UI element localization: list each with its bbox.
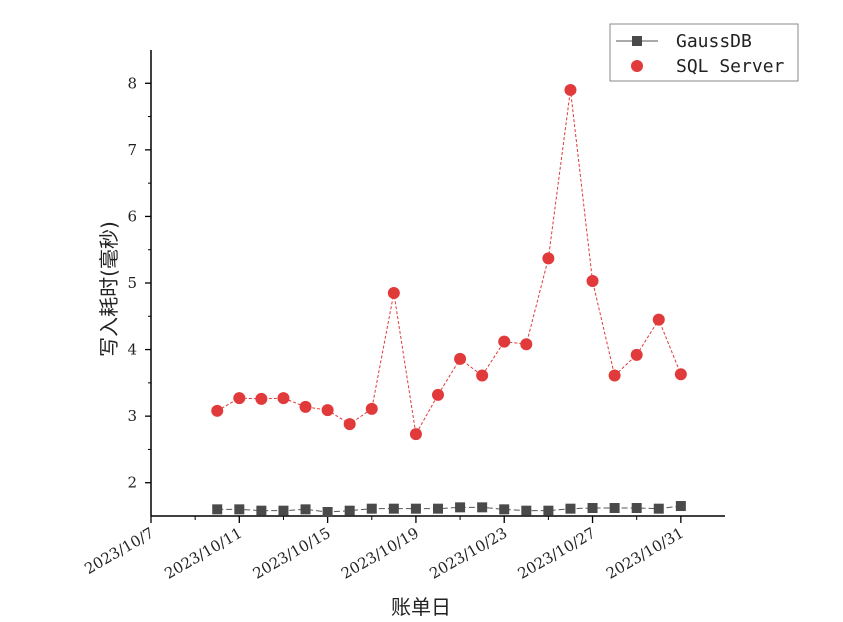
data-point [322,507,333,518]
data-point [409,428,422,441]
legend-label: SQL Server [676,56,785,77]
y-tick-label: 7 [127,141,137,159]
series-line [216,89,682,436]
data-point [300,504,311,515]
y-tick-label: 4 [127,341,137,359]
data-point [256,505,267,516]
y-tick-label: 8 [127,74,137,92]
data-point [366,503,377,514]
series-sql-server [211,83,687,441]
legend-marker [631,60,643,72]
data-point [674,368,687,381]
data-point [609,503,620,514]
data-point [432,388,444,401]
data-point [542,252,555,265]
legend-item: GaussDB [616,31,752,52]
x-tick-label: 2023/10/11 [161,524,245,583]
legend-item: SQL Server [631,56,785,77]
y-tick-label: 6 [127,207,137,225]
x-tick-label: 2023/10/7 [81,524,157,578]
data-point [498,335,511,348]
data-point [410,503,421,514]
series-line [217,505,681,513]
data-point [521,505,532,516]
data-point [587,503,598,514]
data-point [476,369,489,382]
data-point [675,501,686,512]
x-tick-label: 2023/10/27 [515,524,599,583]
data-point [543,505,554,516]
series-layer [211,83,687,518]
data-point [631,503,642,514]
y-tick-label: 5 [127,274,137,292]
legend-marker [632,36,642,46]
data-point [653,503,664,514]
x-tick-label: 2023/10/19 [338,524,422,583]
data-point [520,338,533,351]
data-point [211,404,224,417]
legend-box [609,23,799,82]
data-point [499,504,510,515]
data-point [388,503,399,514]
data-point [565,503,576,514]
data-point [477,502,488,513]
data-point [321,404,334,417]
data-point [278,505,289,516]
legend: GaussDB SQL Server [609,23,799,82]
data-point [255,392,268,405]
data-point [212,504,223,515]
data-point [454,352,467,365]
x-tick-label: 2023/10/31 [603,524,687,583]
y-tick-label: 2 [127,474,137,492]
data-point [433,503,443,514]
x-axis-title: 账单日 [391,595,451,619]
data-point [365,402,378,415]
y-axis-title: 写入耗时(毫秒) [97,221,121,357]
data-point [234,504,245,515]
data-point [233,392,246,405]
data-point [299,400,312,413]
data-point [652,313,665,326]
data-point [277,392,290,405]
data-point [344,505,355,516]
data-point [455,502,466,513]
y-tick-label: 3 [127,407,137,425]
data-point [387,286,400,299]
x-tick-label: 2023/10/15 [250,524,334,583]
data-point [608,369,621,382]
legend-label: GaussDB [676,31,752,52]
data-point [564,83,577,96]
data-point [586,275,599,288]
series-gaussdb [212,501,686,518]
data-point [343,418,356,431]
x-tick-label: 2023/10/23 [426,524,510,583]
legend-items: GaussDB SQL Server [616,31,785,77]
data-point [630,348,643,361]
